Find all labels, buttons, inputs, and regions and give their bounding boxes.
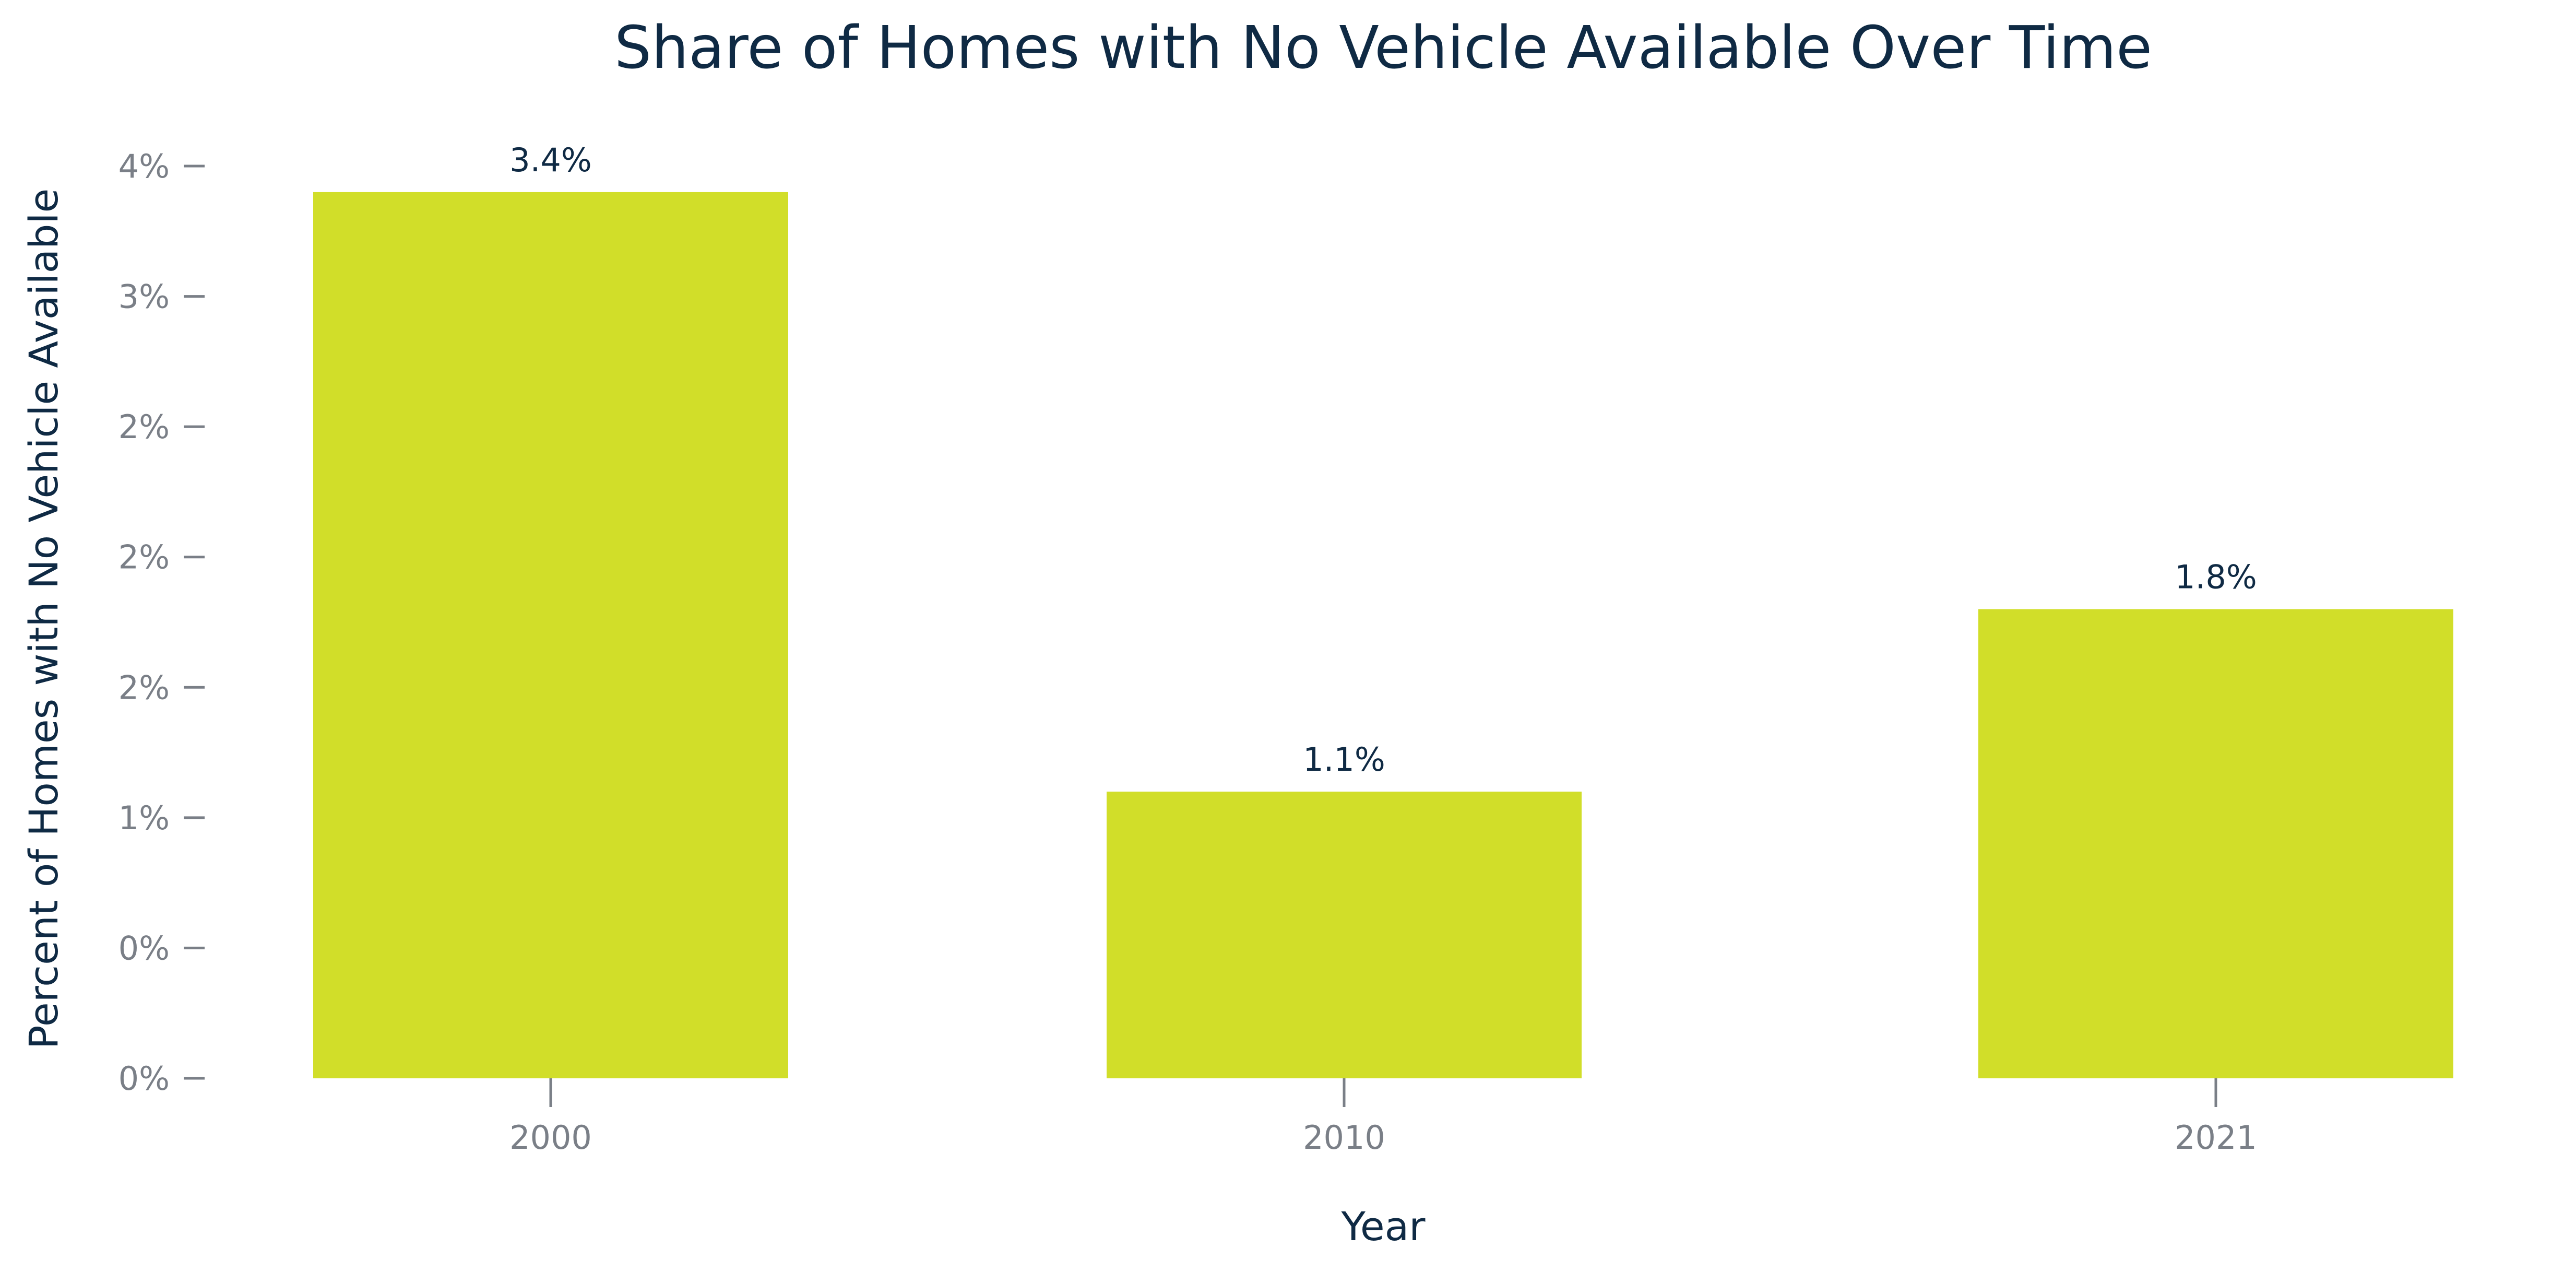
x-tick-label-2000: 2000 xyxy=(509,1119,592,1157)
data-label-2000: 3.4% xyxy=(509,141,592,179)
y-axis: 0% 0% 1% 2% 2% 2% 3% 4% xyxy=(118,147,205,1098)
x-axis: 2000 2010 2021 xyxy=(509,1078,2257,1157)
chart-title: Share of Homes with No Vehicle Available… xyxy=(614,14,2152,82)
x-tick-label-2010: 2010 xyxy=(1303,1119,1385,1157)
bars: 3.4% 1.1% 1.8% xyxy=(313,141,2453,1078)
bar-2021 xyxy=(1978,609,2453,1078)
bar-2000 xyxy=(313,192,788,1078)
y-tick-label: 4% xyxy=(118,147,170,185)
y-tick-label: 1% xyxy=(118,799,170,837)
y-tick-label: 0% xyxy=(118,929,170,967)
data-label-2010: 1.1% xyxy=(1303,740,1385,779)
data-label-2021: 1.8% xyxy=(2175,558,2257,596)
y-tick-label: 0% xyxy=(118,1060,170,1098)
y-tick-label: 2% xyxy=(118,668,170,707)
y-tick-label: 2% xyxy=(118,538,170,576)
y-tick-label: 3% xyxy=(118,278,170,316)
x-axis-title: Year xyxy=(1341,1203,1426,1250)
y-tick-label: 2% xyxy=(118,408,170,446)
bar-2010 xyxy=(1107,791,1582,1078)
y-axis-title: Percent of Homes with No Vehicle Availab… xyxy=(20,189,67,1050)
x-tick-label-2021: 2021 xyxy=(2175,1119,2257,1157)
